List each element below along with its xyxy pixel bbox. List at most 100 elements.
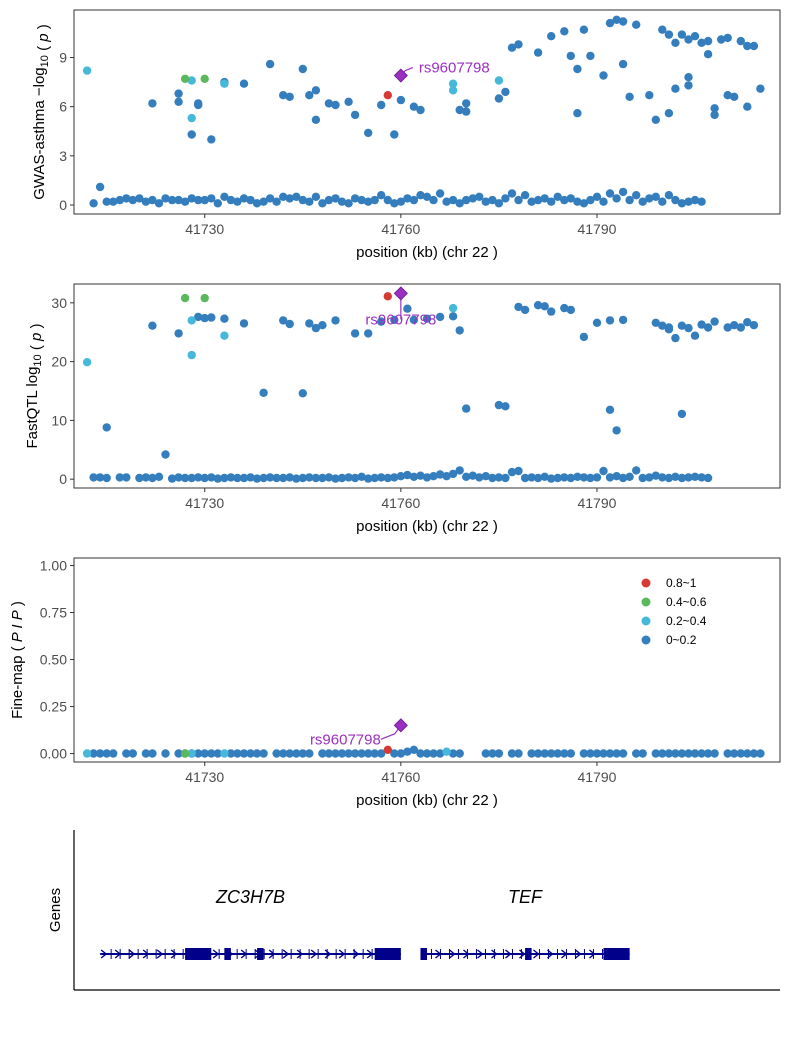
snp-point-none [710,749,719,758]
exon-block [525,948,532,960]
snp-point-none [671,472,680,481]
snp-point-none [279,473,288,483]
snp-point-none [677,473,687,483]
snp-point-none [187,130,196,139]
snp-point-none [109,197,118,206]
snp-point-none [161,450,170,459]
snp-point-none [357,195,366,205]
gwas-lead-snp: rs9607798 [393,60,490,83]
strand-arrow [100,949,108,959]
snp-point-none [723,749,732,758]
fastqtl-y-axis: 0 10 20 30 [51,295,74,487]
snp-point-none [174,329,183,338]
snp-point-none [422,192,432,201]
snp-point-none [409,315,419,325]
strand-arrow [477,949,484,959]
snp-point-none [749,41,759,51]
snp-point-none [180,473,190,483]
y-tick-label: 0.75 [40,605,67,621]
finemap-y-axis-title: Fine-map ( P I P ) [9,601,26,719]
snp-point-none [429,749,438,758]
snp-point-none [396,749,406,758]
snp-point-none [252,474,262,483]
snp-point-none [279,749,288,758]
snp-point-none [514,195,523,205]
snp-point-none [292,192,301,201]
snp-point-none [481,472,490,481]
snp-point-none [285,749,294,758]
snp-point-none [298,195,307,205]
snp-point-none [553,192,562,201]
snp-point-none [285,194,294,203]
snp-point-none [233,473,242,483]
snp-point-none [89,749,98,758]
snp-point-low [448,86,458,95]
snp-point-none [560,749,569,758]
snp-point-none [324,749,334,758]
snp-point-none [618,59,628,69]
exon-block [420,948,427,960]
x-tick-label: 41790 [577,769,616,785]
snp-point-none [677,749,687,758]
snp-point-none [592,749,602,758]
snp-point-none [488,749,497,758]
snp-point-none [547,307,556,316]
snp-point-none [102,197,111,206]
snp-point-low [82,66,92,75]
snp-point-none [736,323,745,332]
snp-point-none [272,197,281,206]
y-tick-label: 0.25 [40,699,67,715]
snp-point-high [383,292,392,301]
snp-point-none [148,473,157,483]
y-tick-label: 0 [59,197,67,213]
snp-point-none [194,100,203,110]
snp-point-none [684,749,693,758]
snp-point-none [703,473,713,483]
x-tick-label: 41730 [185,495,224,511]
strand-arrow [212,949,220,959]
snp-point-none [422,314,432,323]
snp-point-none [95,182,105,192]
snp-point-none [697,749,706,758]
snp-point-none [658,749,667,758]
snp-point-none [377,473,386,482]
snp-point-none [501,402,510,411]
snp-point-none [416,471,425,480]
snp-point-none [560,27,569,36]
snp-point-low [442,747,451,756]
snp-point-none [311,323,321,333]
snp-point-none [533,301,543,310]
snp-point-none [605,749,615,758]
snp-point-none [259,388,268,397]
snp-point-none [239,79,249,88]
snp-point-none [690,32,700,41]
snp-point-low [220,749,229,758]
snp-point-none [455,326,464,335]
snp-point-none [187,473,196,483]
snp-point-none [331,100,340,110]
snp-point-none [279,316,288,325]
snp-point-none [122,749,131,758]
strand-arrow [268,949,276,959]
y-tick-label: 30 [51,295,67,311]
snp-point-none [566,305,575,315]
snp-point-none [102,473,111,483]
snp-point-none [618,17,628,26]
snp-point-none [350,110,360,120]
snp-point-none [540,749,549,758]
snp-point-none [265,473,275,482]
snp-point-none [422,473,432,482]
snp-point-low [82,749,92,758]
snp-point-none [638,473,647,483]
snp-point-none [638,197,647,206]
snp-point-none [599,749,608,758]
snp-point-none [573,472,582,481]
strand-arrow [505,949,512,959]
snp-point-none [540,194,549,203]
snp-point-none [462,404,471,413]
snp-point-low [220,331,229,340]
snp-point-none [298,749,307,758]
snp-point-none [448,469,458,479]
gwas-y-axis: 0 3 6 9 [59,50,74,213]
